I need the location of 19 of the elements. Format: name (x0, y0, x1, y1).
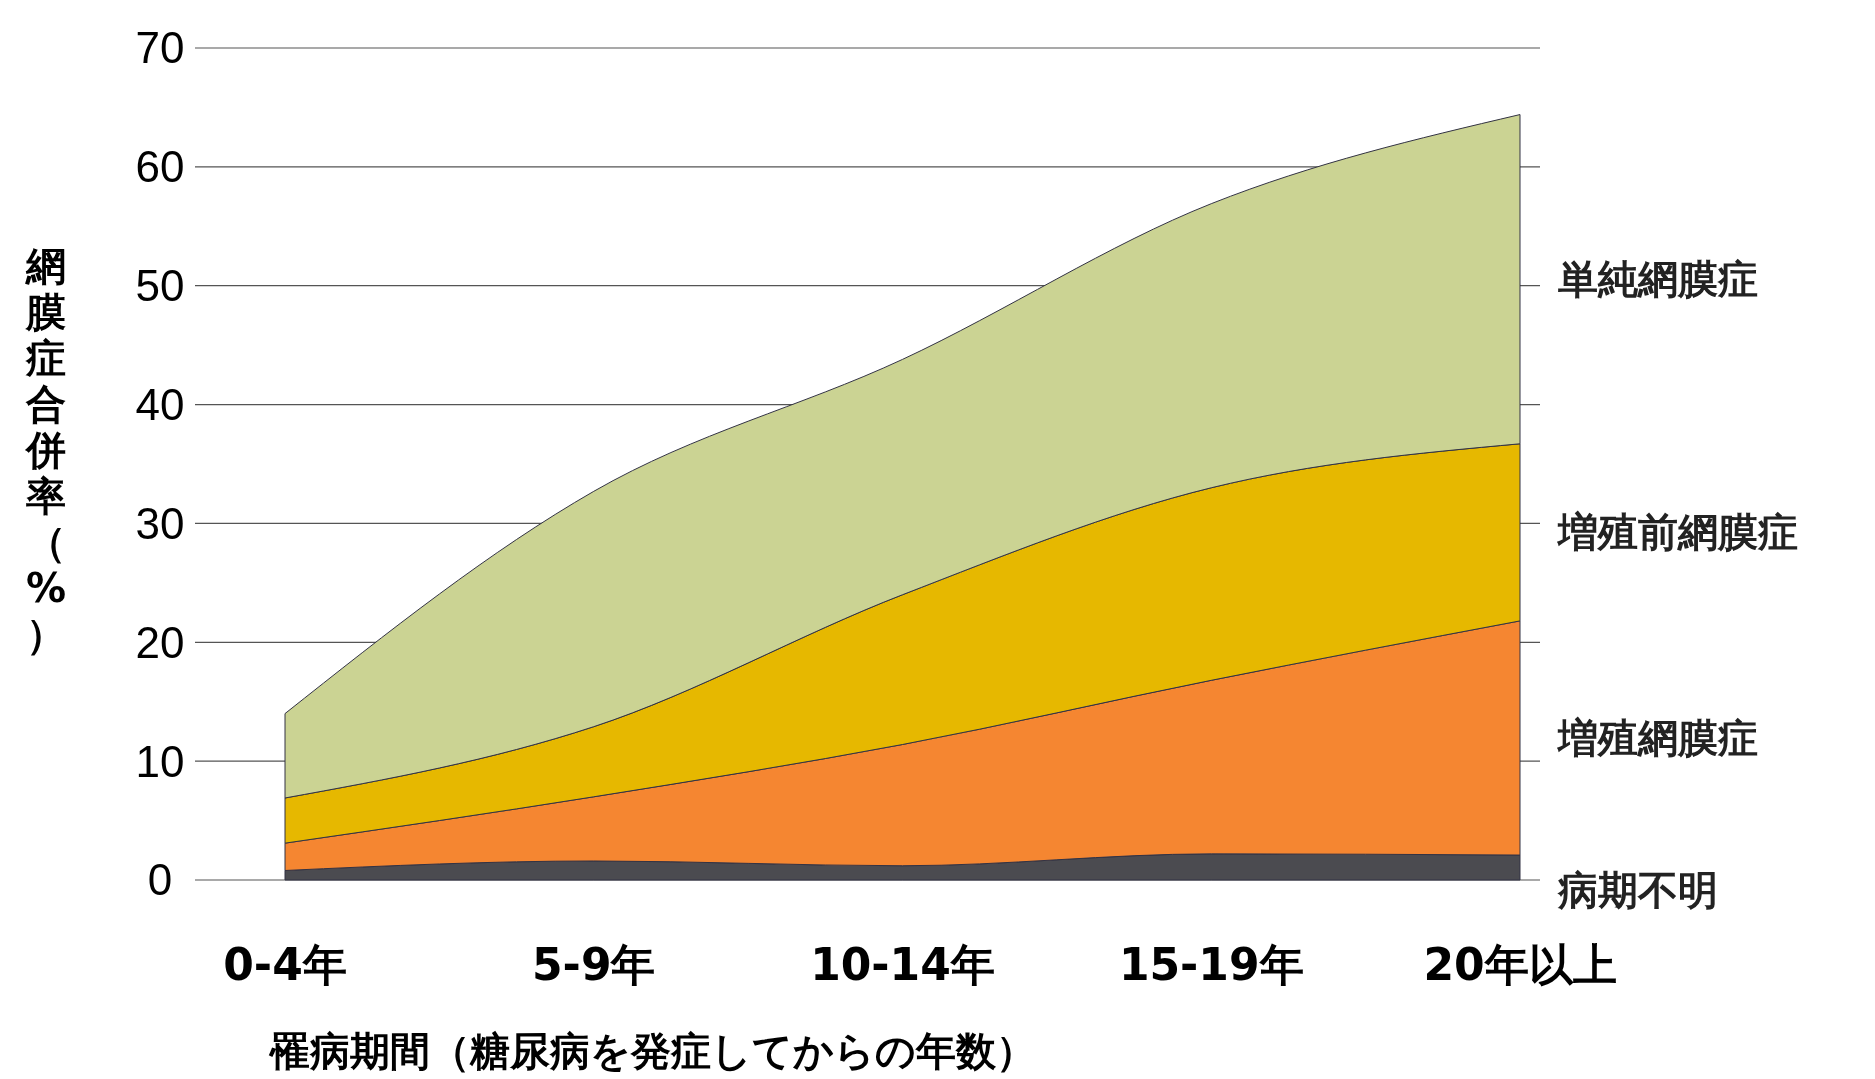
y-tick-label: 40 (135, 379, 185, 429)
y-tick-label: 10 (135, 736, 185, 786)
series-label: 増殖網膜症 (1556, 714, 1758, 761)
x-tick-label: 15-19年 (1118, 939, 1304, 990)
series-label: 増殖前網膜症 (1556, 509, 1798, 556)
series-label: 単純網膜症 (1558, 256, 1758, 303)
x-tick-label: 10-14年 (810, 939, 995, 990)
series-label: 病期不明 (1557, 867, 1718, 913)
x-tick-label: 20年以上 (1423, 939, 1617, 990)
y-tick-label: 70 (135, 23, 185, 73)
x-tick-label: 5-9年 (532, 939, 656, 990)
y-tick-label: 60 (135, 142, 185, 192)
y-tick-label: 20 (135, 617, 185, 667)
x-axis-title: 罹病期間（糖尿病を発症してからの年数） (268, 1028, 1036, 1074)
y-tick-label: 50 (135, 261, 185, 311)
text: 網膜症合併率（%） (25, 243, 67, 657)
x-tick-label: 0-4年 (223, 939, 347, 990)
y-tick-label: 0 (147, 855, 173, 905)
y-tick-label: 30 (135, 498, 185, 548)
